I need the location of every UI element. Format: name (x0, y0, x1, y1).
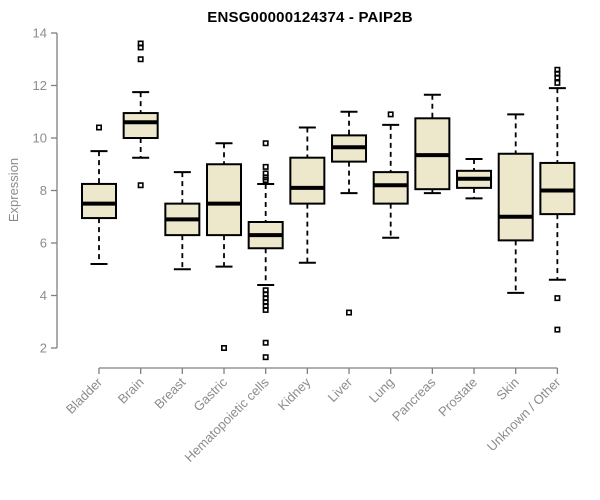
outlier-point (137, 56, 144, 63)
outlier-point (346, 309, 353, 316)
box-rect (497, 152, 534, 242)
box-rect (372, 171, 409, 205)
y-tick-label: 10 (33, 131, 47, 146)
box-group-skin (497, 113, 534, 294)
x-tick-label-liver: Liver (325, 374, 356, 405)
box-group-gastric (206, 142, 243, 351)
box-group-kidney (289, 126, 326, 264)
box-group-breast (164, 171, 201, 271)
outlier-point (137, 44, 144, 51)
box-group-liver (331, 110, 368, 316)
outlier-point (96, 124, 103, 131)
outlier-point (262, 354, 269, 361)
box-rect (206, 163, 243, 237)
outlier-point (387, 111, 394, 118)
outlier-point (262, 339, 269, 346)
outlier-point (554, 295, 561, 302)
box-rect (81, 182, 117, 220)
outlier-point (262, 140, 269, 147)
outlier-point (137, 182, 144, 189)
x-tick-label-gastric: Gastric (190, 374, 230, 414)
x-tick-label-brain: Brain (115, 375, 147, 407)
y-tick-label: 4 (40, 288, 47, 303)
outlier-point (554, 79, 561, 86)
outlier-point (554, 326, 561, 333)
x-tick-label-skin: Skin (493, 375, 521, 403)
outlier-point (221, 344, 228, 351)
y-tick-label: 2 (40, 341, 47, 356)
box-group-prostate (456, 158, 493, 200)
box-rect (289, 156, 326, 205)
outlier-point (554, 74, 561, 81)
box-group-lung (372, 111, 409, 239)
y-tick-label: 8 (40, 183, 47, 198)
box-group-unknown-other (539, 66, 576, 333)
x-tick-label-bladder: Bladder (63, 374, 106, 417)
y-tick-label: 12 (33, 78, 47, 93)
x-tick-label-lung: Lung (366, 375, 397, 406)
x-tick-label-kidney: Kidney (275, 374, 314, 413)
x-tick-label-pancreas: Pancreas (389, 374, 439, 424)
y-tick-label: 6 (40, 236, 47, 251)
box-group-pancreas (414, 93, 451, 195)
box-group-hematopoietic-cells (247, 140, 284, 361)
outlier-point (262, 177, 269, 184)
x-tick-label-breast: Breast (151, 374, 188, 411)
box-group-brain (122, 40, 159, 189)
chart-title: ENSG00000124374 - PAIP2B (207, 9, 413, 26)
y-tick-label: 14 (33, 26, 47, 41)
outlier-point (262, 163, 269, 170)
outlier-point (262, 306, 269, 313)
x-tick-label-prostate: Prostate (435, 375, 480, 420)
box-rect (122, 112, 159, 139)
x-tick-label-unknown-other: Unknown / Other (484, 374, 564, 454)
box-group-bladder (81, 124, 117, 265)
